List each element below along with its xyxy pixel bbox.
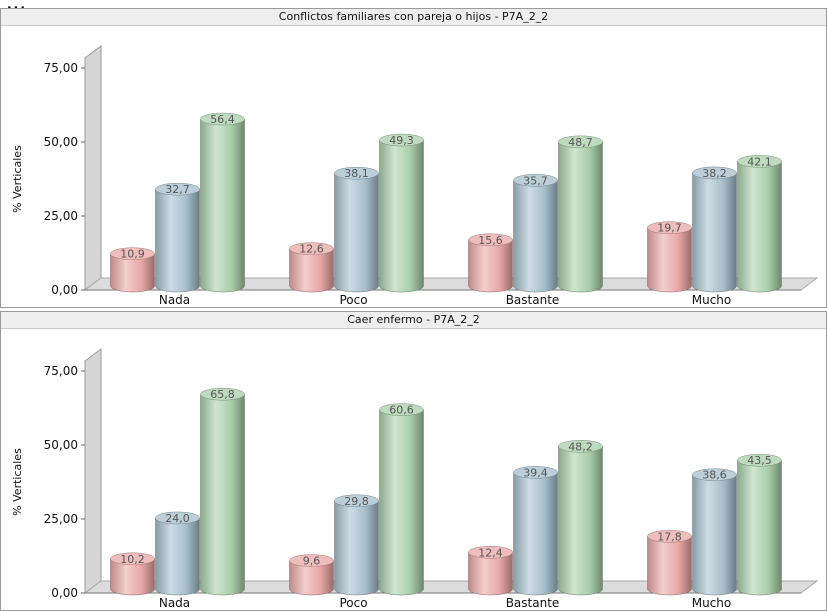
data-label: 38,6 <box>702 469 727 482</box>
bar-top <box>513 466 558 479</box>
bar-chart-3d: 0,00 25,00 50,00 75,00 % Verticales 10,9 32,7 5… <box>11 45 819 307</box>
bar-top <box>334 494 379 508</box>
chart-title: Conflictos familiares con pareja o hijos… <box>1 9 826 26</box>
bar-top <box>289 554 334 567</box>
bar <box>737 161 782 293</box>
bar <box>289 248 334 293</box>
data-label: 9,6 <box>303 555 321 568</box>
bar <box>155 517 200 596</box>
bar <box>379 139 424 293</box>
bar <box>200 118 245 293</box>
data-label: 38,1 <box>344 167 369 180</box>
bar-top <box>155 182 200 196</box>
y-tick-label: 0,00 <box>51 283 78 297</box>
bar-top <box>558 440 603 453</box>
side-wall <box>84 45 102 291</box>
bar-top <box>110 247 155 260</box>
bar-top <box>737 453 782 467</box>
data-label: 32,7 <box>165 183 190 196</box>
bar-top <box>513 174 558 187</box>
x-tick-label: Bastante <box>506 596 560 610</box>
x-tick-label: Nada <box>159 596 190 610</box>
bar <box>558 446 603 596</box>
x-tick-label: Mucho <box>692 293 732 307</box>
bar <box>334 500 379 596</box>
y-tick-label: 75,00 <box>44 61 78 75</box>
y-tick-label: 50,00 <box>44 438 78 452</box>
bar <box>692 474 737 596</box>
side-wall <box>84 348 102 594</box>
data-label: 19,7 <box>657 222 682 235</box>
bar <box>289 560 334 596</box>
chart-title: Caer enfermo - P7A_2_2 <box>1 312 826 329</box>
bar <box>110 253 155 293</box>
y-tick-label: 25,00 <box>44 209 78 223</box>
bar <box>513 472 558 596</box>
chart-panel-caer-enfermo: Caer enfermo - P7A_2_2 0,00 25,00 50,00 75,… <box>0 311 827 611</box>
bar <box>334 172 379 293</box>
data-label: 43,5 <box>747 454 772 467</box>
bar-top <box>110 552 155 566</box>
data-label: 48,2 <box>568 440 593 453</box>
data-label: 15,6 <box>478 234 503 247</box>
data-label: 38,2 <box>702 167 727 180</box>
y-tick-label: 0,00 <box>51 586 78 600</box>
data-label: 65,8 <box>210 388 235 401</box>
data-label: 24,0 <box>165 512 190 525</box>
data-label: 42,1 <box>747 155 772 168</box>
bar <box>468 552 513 596</box>
data-label: 39,4 <box>523 466 548 479</box>
data-label: 35,7 <box>523 174 548 187</box>
x-tick-label: Poco <box>339 293 367 307</box>
data-label: 12,6 <box>299 243 324 256</box>
bar <box>647 227 692 293</box>
bar <box>513 180 558 293</box>
bar-top <box>737 155 782 168</box>
y-axis-label: % Verticales <box>11 448 24 516</box>
y-tick-label: 75,00 <box>44 364 78 378</box>
x-tick-label: Bastante <box>506 293 560 307</box>
bar-top <box>647 530 692 543</box>
x-tick-label: Nada <box>159 293 190 307</box>
bar <box>110 558 155 596</box>
bar <box>379 409 424 596</box>
y-axis-label: % Verticales <box>11 145 24 213</box>
bar-top <box>692 166 737 180</box>
bar-top <box>200 112 245 126</box>
bar-top <box>200 387 245 401</box>
x-tick-label: Poco <box>339 596 367 610</box>
data-label: 10,2 <box>120 553 145 566</box>
data-label: 56,4 <box>210 113 235 126</box>
y-tick-label: 50,00 <box>44 135 78 149</box>
data-label: 17,8 <box>657 530 682 543</box>
bar-top <box>692 468 737 481</box>
bar <box>558 141 603 293</box>
bar <box>468 239 513 293</box>
bar <box>737 459 782 596</box>
data-label: 48,7 <box>568 136 593 149</box>
bar-chart-3d: 0,00 25,00 50,00 75,00 % Verticales 10,2 24,0 6… <box>11 348 819 610</box>
y-tick-label: 25,00 <box>44 512 78 526</box>
bar-top <box>379 133 424 147</box>
data-label: 10,9 <box>120 248 145 261</box>
cropped-header-strip: ... <box>0 0 827 15</box>
bar <box>692 172 737 293</box>
bar-top <box>155 511 200 525</box>
data-label: 49,3 <box>389 134 414 147</box>
bar <box>647 536 692 596</box>
bar-top <box>468 546 513 559</box>
chart-panel-conflictos: Conflictos familiares con pareja o hijos… <box>0 8 827 308</box>
bar-top <box>379 403 424 416</box>
bar-top <box>647 221 692 234</box>
data-label: 12,4 <box>478 546 503 559</box>
bar-top <box>468 233 513 247</box>
x-tick-label: Mucho <box>692 596 732 610</box>
bar-top <box>289 242 334 255</box>
bar <box>155 188 200 293</box>
bar <box>200 393 245 596</box>
bar-top <box>558 135 603 149</box>
bar-top <box>334 166 379 180</box>
data-label: 60,6 <box>389 404 414 417</box>
data-label: 29,8 <box>344 495 369 508</box>
